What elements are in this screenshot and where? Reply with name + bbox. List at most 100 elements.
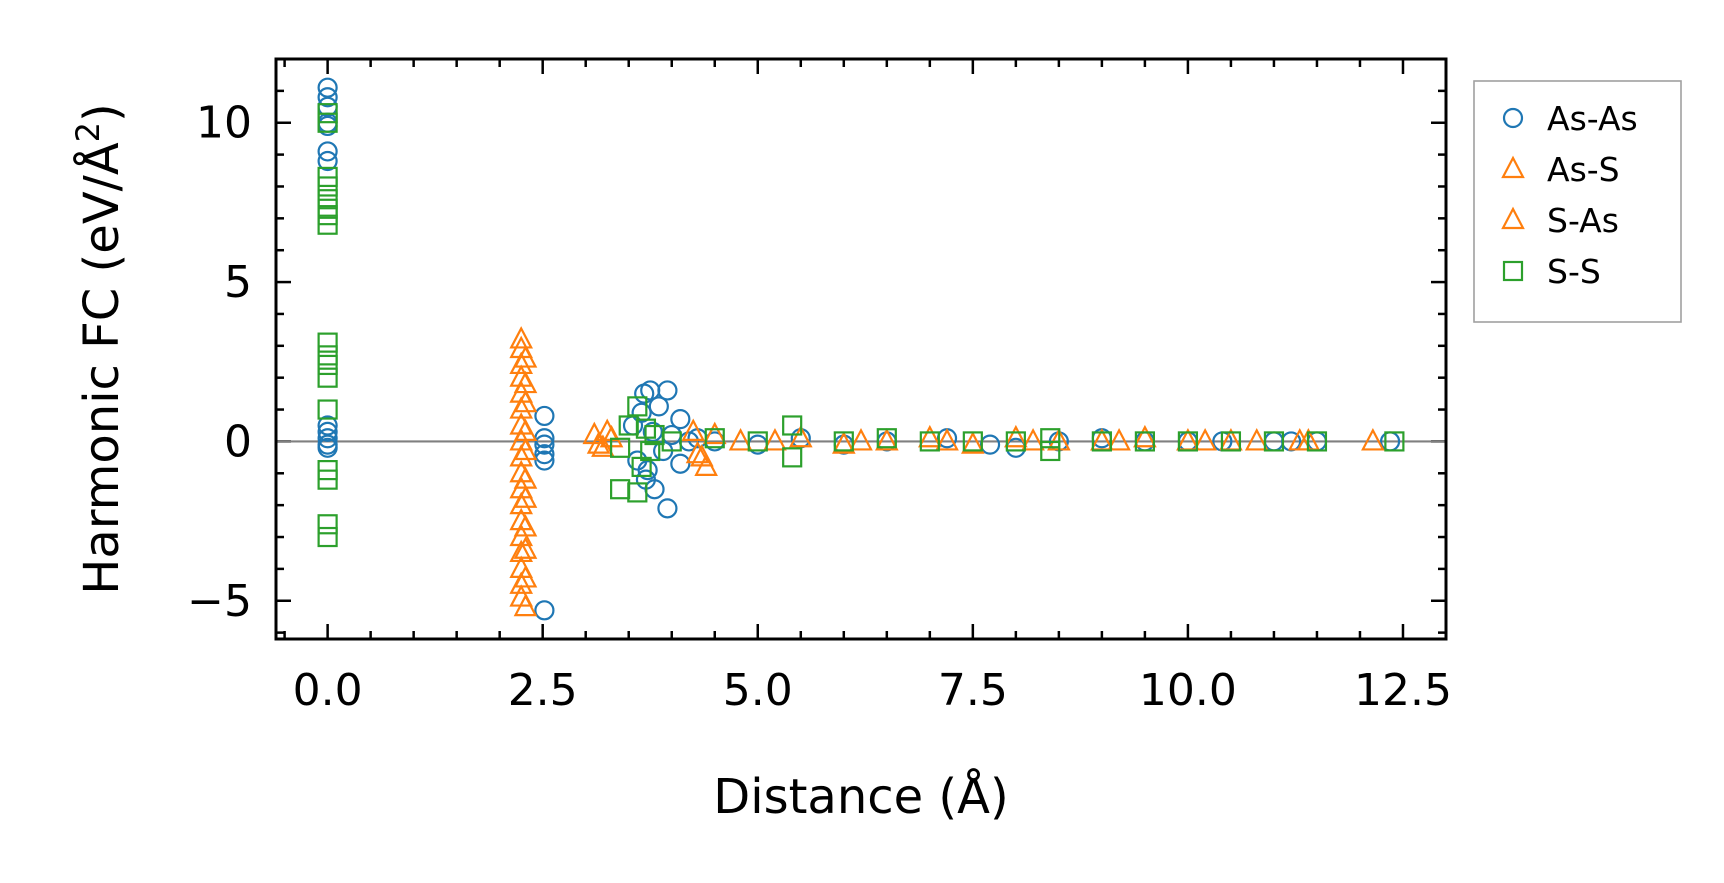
data-point bbox=[657, 380, 678, 401]
data-point bbox=[702, 421, 727, 445]
data-point bbox=[1177, 431, 1199, 452]
data-point bbox=[763, 428, 787, 451]
x-tick-label: 7.5 bbox=[938, 665, 1008, 716]
data-point bbox=[1040, 428, 1061, 449]
data-point bbox=[1220, 431, 1242, 452]
data-point bbox=[534, 450, 555, 471]
data-point bbox=[685, 440, 710, 464]
data-point bbox=[849, 428, 873, 451]
data-point bbox=[1263, 431, 1285, 452]
data-point bbox=[681, 418, 706, 441]
data-point bbox=[317, 141, 338, 162]
y-tick-label: 0 bbox=[224, 416, 252, 467]
x-tick-label: 12.5 bbox=[1354, 665, 1452, 716]
legend-label: As-As bbox=[1547, 99, 1638, 138]
data-point bbox=[1134, 431, 1155, 452]
data-point bbox=[317, 176, 338, 197]
x-tick-label: 5.0 bbox=[723, 665, 793, 716]
data-point bbox=[317, 399, 338, 420]
legend: As-As As-S S-As S-S bbox=[1473, 80, 1682, 323]
data-point bbox=[317, 367, 338, 388]
data-point bbox=[935, 428, 959, 451]
legend-entry: S-S bbox=[1502, 252, 1601, 291]
data-point bbox=[513, 485, 538, 508]
data-point bbox=[513, 389, 538, 413]
legend-marker bbox=[1502, 260, 1524, 282]
data-point bbox=[317, 421, 338, 442]
data-point bbox=[534, 405, 555, 427]
data-point bbox=[317, 437, 338, 458]
data-point bbox=[317, 332, 338, 353]
data-point bbox=[513, 437, 538, 461]
data-point bbox=[534, 600, 555, 621]
data-point bbox=[1040, 440, 1061, 462]
x-tick-labels: 0.0 2.5 5.0 7.5 10.0 12.5 bbox=[293, 665, 1452, 716]
data-point bbox=[661, 431, 682, 452]
data-point bbox=[509, 539, 534, 563]
data-point bbox=[627, 482, 648, 503]
data-point bbox=[317, 428, 338, 449]
data-point bbox=[788, 424, 813, 448]
data-point bbox=[534, 444, 555, 465]
data-point bbox=[962, 431, 983, 452]
plot-frame bbox=[274, 57, 1448, 641]
data-point bbox=[874, 428, 899, 451]
legend-label: S-As bbox=[1547, 201, 1619, 240]
data-point bbox=[1244, 428, 1269, 451]
data-points bbox=[317, 77, 1405, 621]
data-point bbox=[782, 447, 803, 468]
data-point bbox=[648, 396, 669, 417]
data-point bbox=[513, 514, 538, 537]
data-point bbox=[317, 87, 338, 108]
legend-marker bbox=[1501, 155, 1525, 179]
data-point bbox=[317, 526, 338, 548]
legend-entry: As-As bbox=[1502, 99, 1638, 138]
data-point bbox=[317, 112, 338, 133]
data-point bbox=[1107, 428, 1131, 451]
data-point bbox=[509, 326, 534, 349]
data-point bbox=[586, 431, 611, 454]
data-point bbox=[317, 514, 338, 535]
data-point bbox=[317, 150, 338, 172]
data-point bbox=[513, 593, 538, 617]
y-tick-label: −5 bbox=[187, 576, 252, 627]
legend-marker bbox=[1502, 107, 1524, 129]
data-point bbox=[918, 424, 942, 448]
data-point bbox=[610, 437, 631, 458]
data-point bbox=[1005, 431, 1026, 452]
data-point bbox=[640, 440, 661, 462]
legend-entry: As-S bbox=[1501, 150, 1620, 189]
data-point bbox=[317, 354, 338, 376]
data-point bbox=[919, 431, 940, 452]
legend-label: As-S bbox=[1547, 150, 1620, 189]
data-point bbox=[513, 565, 538, 588]
data-point bbox=[317, 415, 338, 436]
legend-marker bbox=[1501, 206, 1525, 230]
data-point bbox=[961, 431, 985, 454]
data-point bbox=[833, 431, 854, 452]
data-point bbox=[704, 428, 725, 449]
x-axis-label: Distance (Å) bbox=[713, 768, 1008, 825]
data-point bbox=[1306, 431, 1328, 452]
legend-label: S-S bbox=[1547, 252, 1601, 291]
data-point bbox=[534, 434, 555, 455]
data-point bbox=[637, 459, 658, 481]
data-point bbox=[1361, 428, 1385, 451]
data-point bbox=[317, 214, 338, 235]
data-point bbox=[657, 498, 678, 519]
data-point bbox=[1091, 431, 1112, 452]
data-point bbox=[670, 409, 691, 430]
data-point bbox=[595, 418, 620, 441]
data-point bbox=[747, 431, 768, 452]
data-point bbox=[317, 77, 338, 98]
data-point bbox=[782, 415, 803, 436]
x-tick-label: 10.0 bbox=[1139, 665, 1237, 716]
data-point bbox=[317, 469, 338, 490]
data-point bbox=[690, 443, 714, 467]
data-point bbox=[1287, 428, 1312, 451]
data-point bbox=[1193, 428, 1217, 451]
data-point bbox=[513, 345, 538, 368]
legend-entry: S-As bbox=[1501, 201, 1619, 240]
series-s-as bbox=[513, 345, 1312, 617]
data-point bbox=[876, 428, 897, 449]
